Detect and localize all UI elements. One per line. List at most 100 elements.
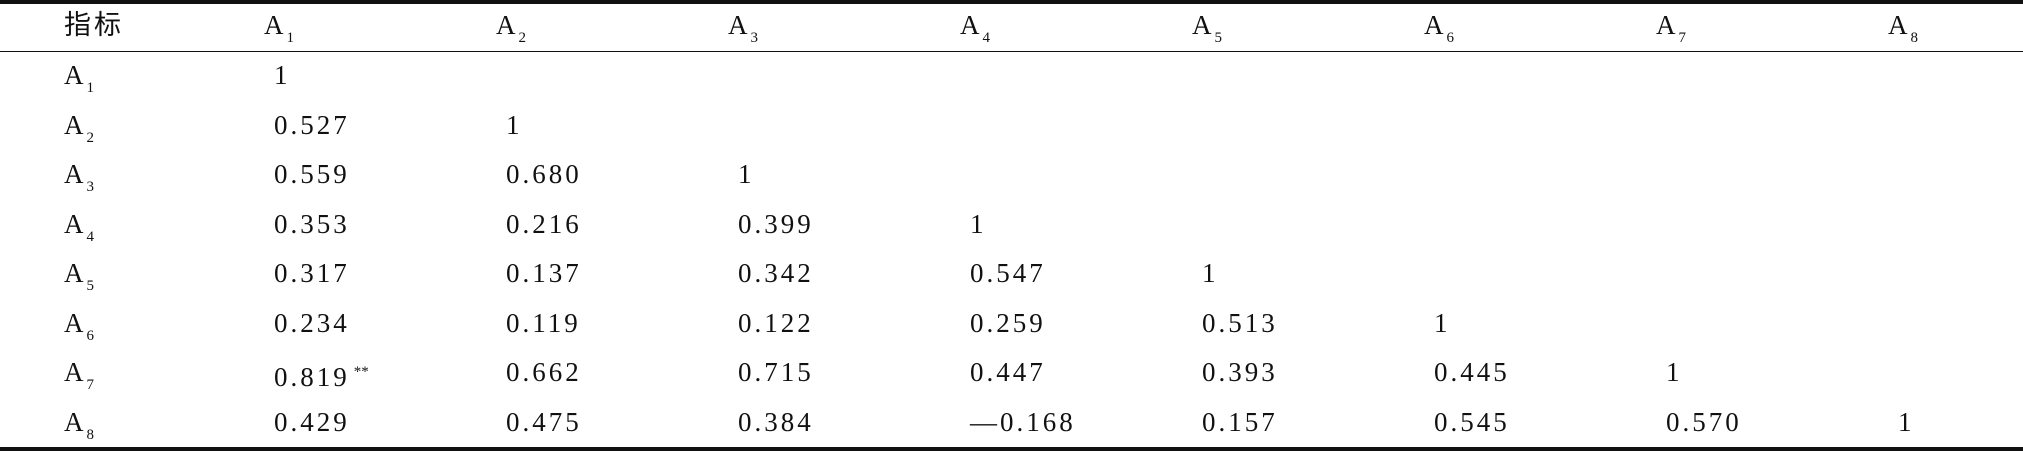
cell-text: 0.475 — [506, 406, 582, 437]
cell-text: 0.122 — [738, 307, 814, 338]
header-cell: A1 — [264, 10, 294, 53]
subscript: 6 — [1446, 30, 1455, 46]
cell-text: 0.680 — [506, 159, 582, 189]
cell-text: A — [1192, 10, 1215, 40]
value-cell: 0.513 — [1202, 308, 1278, 338]
cell-text: 0.513 — [1202, 307, 1278, 338]
cell-text: 0.393 — [1202, 357, 1278, 387]
row-label: A8 — [64, 407, 94, 450]
cell-text: 1 — [970, 208, 987, 239]
header-cell: 指标 — [64, 10, 124, 40]
row-label: A2 — [64, 110, 94, 153]
subscript: 4 — [982, 30, 991, 46]
value-cell: 0.216 — [506, 209, 582, 239]
header-rule — [0, 51, 2023, 52]
subscript: 2 — [518, 30, 527, 46]
cell-text: 0.384 — [738, 406, 814, 437]
cell-text: 0.234 — [274, 307, 350, 338]
cell-text: A — [264, 10, 287, 40]
value-cell: 0.715 — [738, 357, 814, 387]
cell-text: 0.353 — [274, 208, 350, 239]
cell-text: A — [1424, 10, 1447, 40]
cell-text: 0.216 — [506, 208, 582, 239]
value-cell: 0.570 — [1666, 407, 1742, 437]
value-cell: 0.119 — [506, 308, 581, 338]
cell-text: 0.559 — [274, 159, 350, 189]
header-cell: A7 — [1656, 10, 1686, 53]
subscript: 7 — [86, 377, 95, 393]
header-cell: A5 — [1192, 10, 1222, 53]
cell-text: 0.547 — [970, 258, 1046, 288]
value-cell: 1 — [970, 209, 987, 239]
row-label: A6 — [64, 308, 94, 351]
value-cell: 1 — [1434, 308, 1451, 338]
subscript: 3 — [750, 30, 759, 46]
cell-text: 0.527 — [274, 109, 350, 140]
cell-text: 0.715 — [738, 357, 814, 387]
cell-text: 0.259 — [970, 307, 1046, 338]
value-cell: 0.559 — [274, 159, 350, 189]
value-cell: 0.445 — [1434, 357, 1510, 387]
top-rule — [0, 0, 2023, 4]
value-cell: 0.547 — [970, 258, 1046, 288]
cell-text: 指标 — [64, 10, 124, 40]
cell-text: 1 — [1666, 357, 1683, 387]
subscript: 2 — [86, 129, 95, 146]
cell-text: 1 — [506, 109, 523, 140]
cell-text: 0.119 — [506, 307, 581, 338]
bottom-rule — [0, 447, 2023, 451]
row-label: A1 — [64, 60, 94, 103]
cell-text: A — [64, 406, 87, 437]
row-label: A4 — [64, 209, 94, 252]
cell-text: 0.445 — [1434, 357, 1510, 387]
cell-text: A — [1656, 10, 1679, 40]
value-cell: 1 — [738, 159, 755, 189]
row-label: A7 — [64, 357, 94, 400]
cell-text: A — [1888, 10, 1911, 40]
value-cell: 0.317 — [274, 258, 350, 288]
subscript: 1 — [86, 80, 95, 96]
value-cell: 0.819 ** — [274, 357, 369, 392]
cell-text: —0.168 — [970, 406, 1076, 437]
value-cell: 0.342 — [738, 258, 814, 288]
value-cell: 0.527 — [274, 110, 350, 140]
cell-text: 0.157 — [1202, 406, 1278, 437]
cell-text: 0.447 — [970, 357, 1046, 387]
value-cell: 1 — [1898, 407, 1915, 437]
cell-text: 0.545 — [1434, 406, 1510, 437]
cell-text: 1 — [1202, 258, 1219, 288]
subscript: 3 — [86, 179, 95, 195]
cell-text: A — [64, 357, 87, 387]
header-cell: A6 — [1424, 10, 1454, 53]
cell-text: 1 — [738, 159, 755, 189]
cell-text: 1 — [1898, 406, 1915, 437]
value-cell: 0.234 — [274, 308, 350, 338]
cell-text: A — [64, 60, 87, 90]
value-cell: 0.157 — [1202, 407, 1278, 437]
value-cell: 0.137 — [506, 258, 582, 288]
cell-text: A — [64, 159, 87, 189]
cell-text: 0.662 — [506, 357, 582, 387]
cell-text: A — [960, 10, 983, 40]
value-cell: 1 — [506, 110, 523, 140]
value-cell: 0.122 — [738, 308, 814, 338]
subscript: 7 — [1678, 30, 1687, 46]
header-cell: A8 — [1888, 10, 1918, 53]
value-cell: 0.259 — [970, 308, 1046, 338]
cell-text: 0.399 — [738, 208, 814, 239]
value-cell: 1 — [1666, 357, 1683, 387]
value-cell: 0.545 — [1434, 407, 1510, 437]
subscript: 8 — [1910, 30, 1919, 46]
header-cell: A3 — [728, 10, 758, 53]
value-cell: 0.393 — [1202, 357, 1278, 387]
value-cell: —0.168 — [970, 407, 1076, 437]
cell-text: 0.819 — [274, 362, 350, 392]
cell-text: A — [496, 10, 519, 40]
subscript: 1 — [286, 30, 295, 46]
value-cell: 0.680 — [506, 159, 582, 189]
header-cell: A2 — [496, 10, 526, 53]
header-cell: A4 — [960, 10, 990, 53]
cell-text: A — [64, 307, 87, 338]
value-cell: 0.353 — [274, 209, 350, 239]
